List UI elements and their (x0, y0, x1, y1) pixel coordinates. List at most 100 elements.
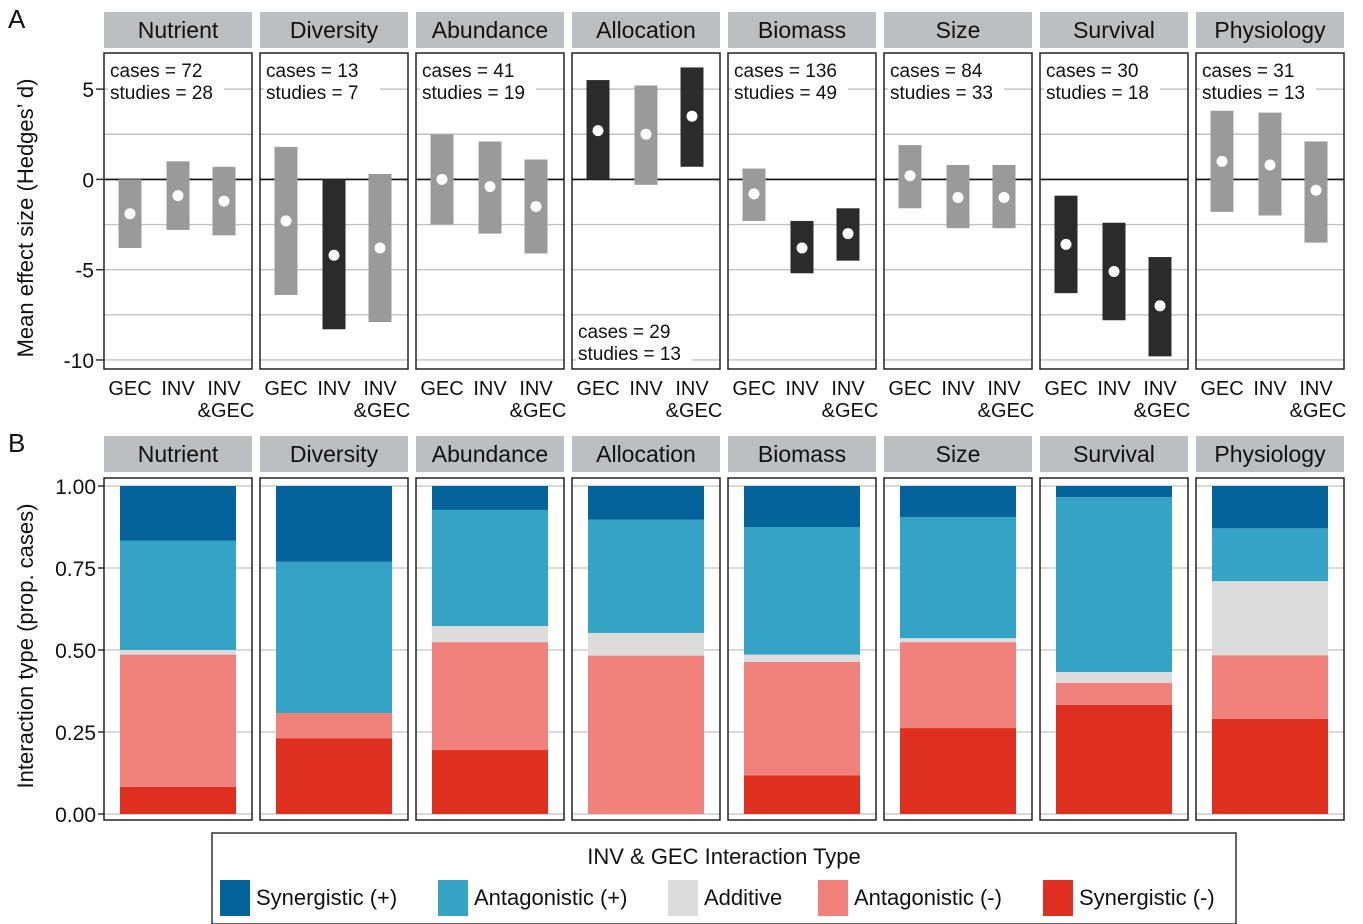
mean-point (842, 228, 854, 240)
facet-title: Survival (1073, 17, 1155, 43)
annotation-background (576, 318, 692, 364)
annotation-background (732, 57, 848, 103)
interaction-type-panel: 1.00 0.75 0.50 0.25 0.00 Nutrient Diversity Abu… (55, 436, 1345, 827)
x-tick-label: INV (207, 378, 241, 400)
facet-strip (416, 436, 564, 472)
x-tick-label: GEC (576, 378, 619, 400)
annotation-background (1044, 57, 1160, 103)
plot-frame (1039, 52, 1189, 370)
stack-segment-synergistic (1056, 486, 1172, 498)
x-tick-label: INV (473, 378, 507, 400)
mean-point (124, 208, 136, 220)
stack-segment-synergistic (900, 728, 1016, 814)
stack-segment-antagonistic (1212, 655, 1328, 719)
facet-diversity: Diversity (259, 436, 409, 821)
cases-label: cases = 72 (110, 61, 202, 82)
x-tick-label: INV (161, 378, 195, 400)
x-tick-label: &GEC (354, 400, 411, 422)
x-tick-label: GEC (264, 378, 307, 400)
legend-label: Antagonistic (-) (854, 885, 1002, 910)
x-tick-label: INV (987, 378, 1021, 400)
legend-label: Antagonistic (+) (474, 885, 627, 910)
stack-segment-antagonistic (588, 655, 704, 814)
cases-label: cases = 29 (578, 322, 670, 343)
facet-title: Abundance (432, 441, 548, 467)
mean-point (1264, 159, 1276, 171)
mean-point (592, 125, 604, 137)
legend-label: Synergistic (-) (1079, 885, 1215, 910)
mean-point (952, 191, 964, 203)
y-axis-label-b: Interaction type (prop. cases) (13, 504, 38, 789)
plot-frame (883, 52, 1033, 370)
stack-segment-synergistic (744, 775, 860, 814)
facet-survival: Survival (1039, 436, 1189, 821)
y-tick-label: 0.00 (55, 804, 96, 827)
mean-point (172, 190, 184, 202)
facet-title: Allocation (596, 441, 696, 467)
studies-label: studies = 33 (890, 83, 993, 104)
x-tick-label: GEC (1200, 378, 1243, 400)
plot-frame (727, 52, 877, 370)
legend-swatch (438, 880, 468, 916)
facet-strip (416, 12, 564, 48)
x-tick-label: &GEC (978, 400, 1035, 422)
stack-segment-additive (1212, 581, 1328, 656)
stack-segment-antagonistic (900, 517, 1016, 639)
x-tick-label: GEC (420, 378, 463, 400)
mean-point (796, 242, 808, 254)
plot-frame (103, 52, 253, 370)
mean-point (640, 128, 652, 140)
x-tick-label: &GEC (666, 400, 723, 422)
mean-point (218, 195, 230, 207)
mean-point (280, 215, 292, 227)
mean-point (1154, 300, 1166, 312)
facet-title: Survival (1073, 441, 1155, 467)
facet-title: Physiology (1214, 17, 1326, 43)
y-tick-label: 0.50 (55, 640, 96, 663)
y-tick-label: 0.25 (55, 722, 96, 745)
cases-label: cases = 13 (266, 61, 358, 82)
stack-segment-synergistic (432, 486, 548, 510)
x-tick-label: INV (317, 378, 351, 400)
facet-strip (728, 436, 876, 472)
mean-point (530, 200, 542, 212)
stack-segment-antagonistic (432, 509, 548, 627)
y-tick-label: -10 (64, 350, 94, 373)
studies-label: studies = 13 (1202, 83, 1305, 104)
stack-segment-synergistic (1212, 718, 1328, 814)
x-tick-label: GEC (1044, 378, 1087, 400)
x-tick-label: GEC (732, 378, 775, 400)
studies-label: studies = 19 (422, 83, 525, 104)
stack-segment-antagonistic (120, 654, 236, 787)
legend-label: Additive (704, 885, 782, 910)
facet-title: Biomass (758, 17, 846, 43)
x-tick-label: INV (1253, 378, 1287, 400)
facet-strip (572, 12, 720, 48)
facet-title: Abundance (432, 17, 548, 43)
annotation-background (888, 57, 1004, 103)
panel-label-b: B (8, 428, 25, 458)
stack-segment-antagonistic (432, 642, 548, 751)
stack-segment-antagonistic (1056, 497, 1172, 672)
facet-strip (1196, 436, 1344, 472)
y-tick-label: 5 (82, 79, 94, 102)
mean-point (1060, 238, 1072, 250)
mean-point (374, 242, 386, 254)
y-tick-label: 1.00 (55, 476, 96, 499)
x-tick-label: &GEC (198, 400, 255, 422)
studies-label: studies = 7 (266, 83, 358, 104)
y-tick-label: 0 (82, 169, 94, 192)
mean-point (748, 188, 760, 200)
stack-segment-synergistic (744, 486, 860, 527)
stack-segment-additive (588, 632, 704, 656)
facet-strip (572, 436, 720, 472)
